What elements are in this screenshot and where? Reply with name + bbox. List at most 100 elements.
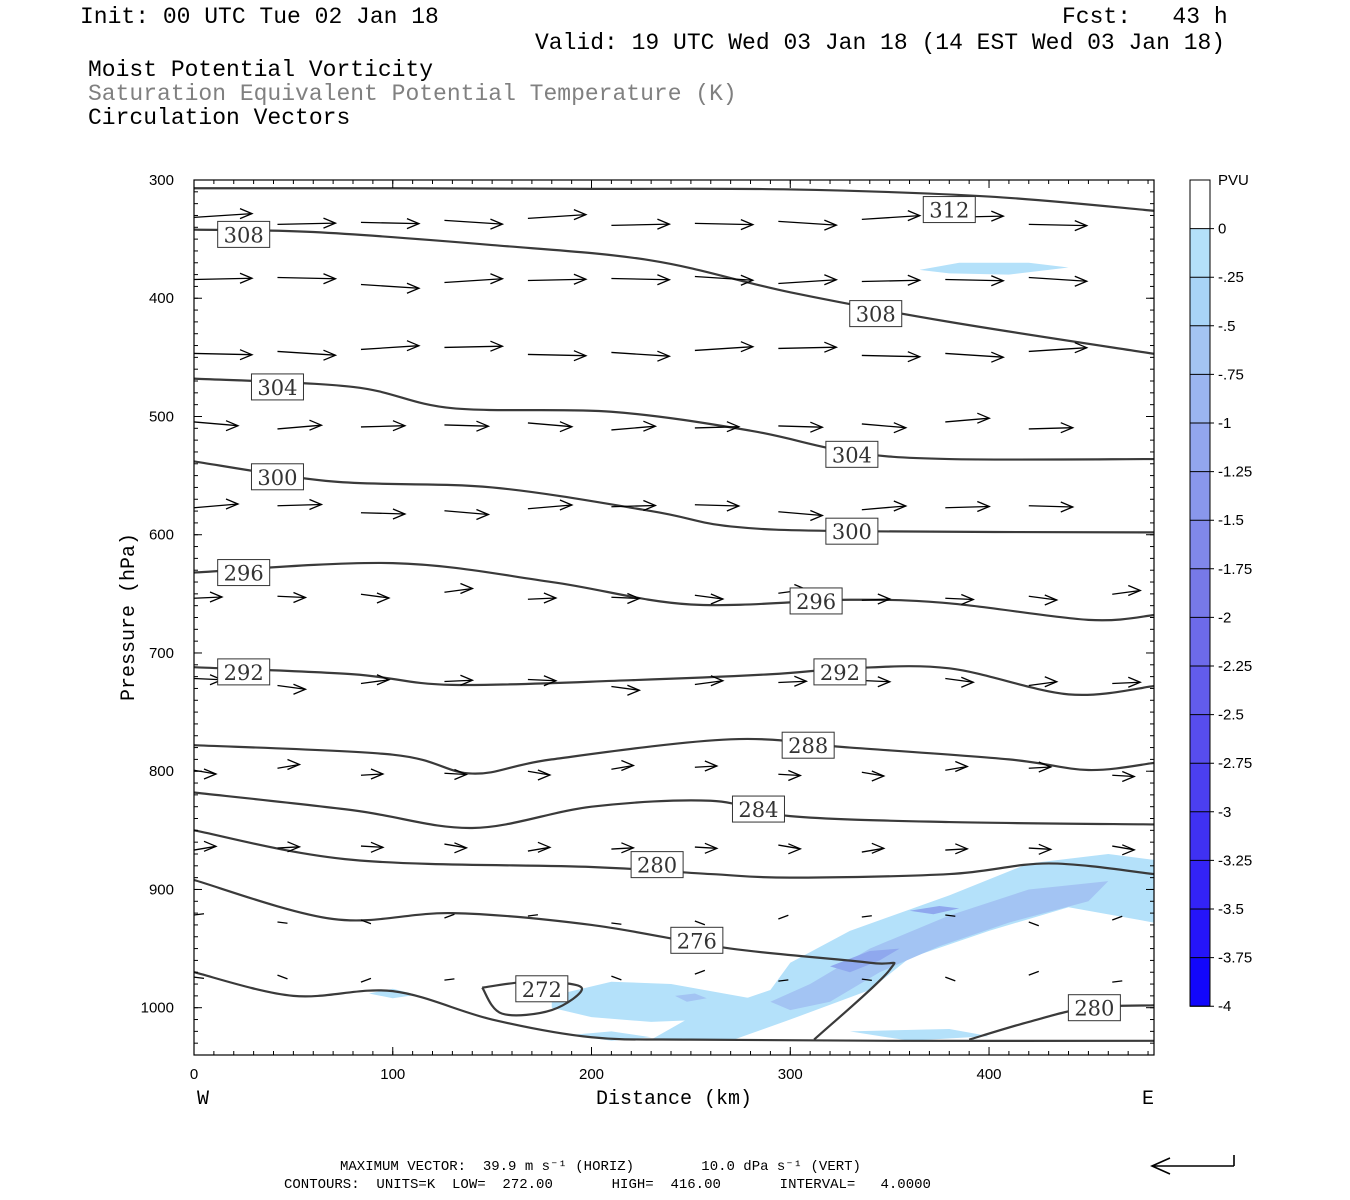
vector-arrow — [193, 503, 239, 509]
vector-arrow — [1028, 347, 1087, 353]
field-title-theta: Saturation Equivalent Potential Temperat… — [88, 81, 737, 107]
contour-label: 276 — [677, 929, 717, 953]
vector-arrow-head — [490, 218, 505, 230]
vector-arrow — [861, 214, 920, 221]
vector-arrow — [193, 421, 239, 427]
vector-arrow — [277, 974, 288, 980]
vector-arrow — [444, 587, 473, 593]
vector-arrow-head — [537, 769, 552, 781]
vector-arrow — [778, 844, 801, 850]
vector-arrow-head — [225, 420, 240, 432]
vector-arrow — [694, 275, 753, 281]
vector-arrow-head — [657, 218, 672, 230]
vector-arrow — [444, 679, 473, 683]
colorbar-tick-label: -4 — [1218, 998, 1231, 1015]
contour-label-box — [250, 463, 304, 491]
contour-276-9 — [193, 878, 896, 1041]
init-time: Init: 00 UTC Tue 02 Jan 18 — [80, 4, 439, 30]
vector-arrow — [945, 914, 956, 917]
vector-arrow-head — [392, 420, 407, 432]
vector-arrow-head — [573, 209, 588, 221]
vector-arrow-head — [643, 420, 658, 432]
vector-arrow-head — [991, 210, 1005, 222]
vector-arrow — [360, 512, 405, 515]
axis-ticks: 0 100 200 300 400 300 400 500 600 700 800 900 1000 — [141, 172, 1154, 1083]
vector-arrow — [611, 975, 622, 981]
vector-arrow — [277, 276, 336, 280]
y-tick-label: 600 — [149, 527, 174, 544]
vector-arrow-head — [871, 842, 886, 854]
colorbar-swatch — [1190, 228, 1210, 278]
vector-arrow — [527, 597, 556, 600]
vector-arrow — [360, 773, 383, 776]
vector-arrow-head — [454, 842, 469, 854]
vector-arrow — [193, 596, 223, 599]
vector-arrow-head — [977, 500, 991, 513]
vector-arrow — [694, 765, 717, 768]
vector-arrow — [945, 278, 1004, 282]
vector-arrow — [611, 425, 656, 431]
vector-arrow — [1028, 970, 1040, 976]
colorbar-tick-label: -1.25 — [1218, 464, 1252, 481]
colorbar-tick-label: -2.25 — [1218, 658, 1252, 675]
vector-arrow — [694, 969, 706, 975]
vector-arrow-head — [704, 760, 719, 772]
vector-arrow-head — [573, 273, 588, 285]
valid-time: Valid: 19 UTC Wed 03 Jan 18 (14 EST Wed … — [535, 30, 1226, 56]
y-tick-label: 300 — [149, 172, 174, 189]
vector-arrow-head — [1044, 594, 1059, 606]
contour-312-0 — [193, 187, 1155, 212]
vector-arrow — [527, 422, 572, 428]
colorbar-tick-label: -.5 — [1218, 318, 1236, 335]
vector-arrow — [945, 597, 974, 601]
colorbar-swatch — [1190, 180, 1210, 229]
vector-arrow — [444, 772, 467, 776]
vector-arrow-head — [621, 759, 636, 772]
vector-arrow-head — [392, 508, 407, 520]
colorbar-swatch — [1190, 957, 1210, 1007]
vector-arrow-head — [323, 349, 338, 361]
contour-label-box — [630, 851, 684, 879]
contour-272-10 — [193, 971, 1155, 1042]
contour-label: 300 — [257, 466, 297, 490]
vector-arrow-head — [824, 274, 839, 286]
colorbar-swatch — [1190, 763, 1210, 812]
vector-arrow — [277, 424, 322, 430]
x-axis-left-end: W — [197, 1088, 209, 1111]
vector-arrow-head — [657, 350, 672, 362]
vector-arrow — [444, 278, 503, 284]
vector-arrow — [778, 680, 807, 684]
colorbar-tick-label: -1 — [1218, 415, 1231, 432]
contour-280-12 — [968, 1004, 1155, 1041]
vector-arrow-head — [370, 768, 385, 780]
x-axis-label: Distance (km) — [596, 1088, 752, 1111]
vector-arrow-head — [907, 210, 922, 222]
theta-contours — [193, 187, 1155, 1042]
vector-arrow-head — [287, 841, 302, 853]
contour-296-4 — [193, 561, 1155, 622]
vector-arrow — [527, 353, 586, 357]
vector-arrow-head — [1122, 844, 1136, 856]
contour-label-box — [922, 196, 976, 224]
vector-arrow — [1112, 845, 1135, 851]
vector-arrow-head — [740, 341, 755, 353]
vector-arrow-head — [460, 582, 475, 595]
vector-arrow-head — [559, 499, 574, 511]
vector-arrow-head — [627, 592, 642, 605]
vector-arrow — [1028, 276, 1087, 282]
y-tick-label: 400 — [149, 290, 174, 307]
vector-arrow — [193, 352, 253, 356]
vector-arrow — [277, 684, 306, 690]
vector-arrow — [778, 979, 789, 982]
vector-arrow-head — [740, 274, 755, 286]
field-title-mpv: Moist Potential Vorticity — [88, 57, 434, 83]
vector-arrow — [1028, 681, 1057, 687]
vector-arrow-head — [1044, 676, 1059, 688]
vector-arrow-head — [824, 219, 839, 231]
vector-arrow-head — [961, 676, 975, 688]
vector-arrow — [277, 222, 336, 226]
contour-label-box — [731, 795, 785, 823]
colorbar-swatch — [1190, 617, 1210, 666]
vector-arrow-head — [309, 419, 324, 431]
x-tick-label: 300 — [778, 1066, 803, 1083]
